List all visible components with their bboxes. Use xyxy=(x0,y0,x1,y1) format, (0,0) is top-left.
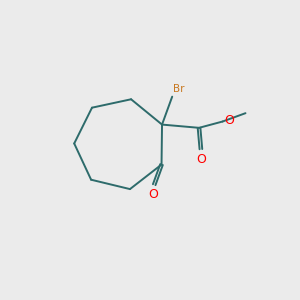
Text: O: O xyxy=(148,188,158,201)
Text: Br: Br xyxy=(173,84,184,94)
Text: O: O xyxy=(224,114,234,127)
Text: O: O xyxy=(196,153,206,166)
